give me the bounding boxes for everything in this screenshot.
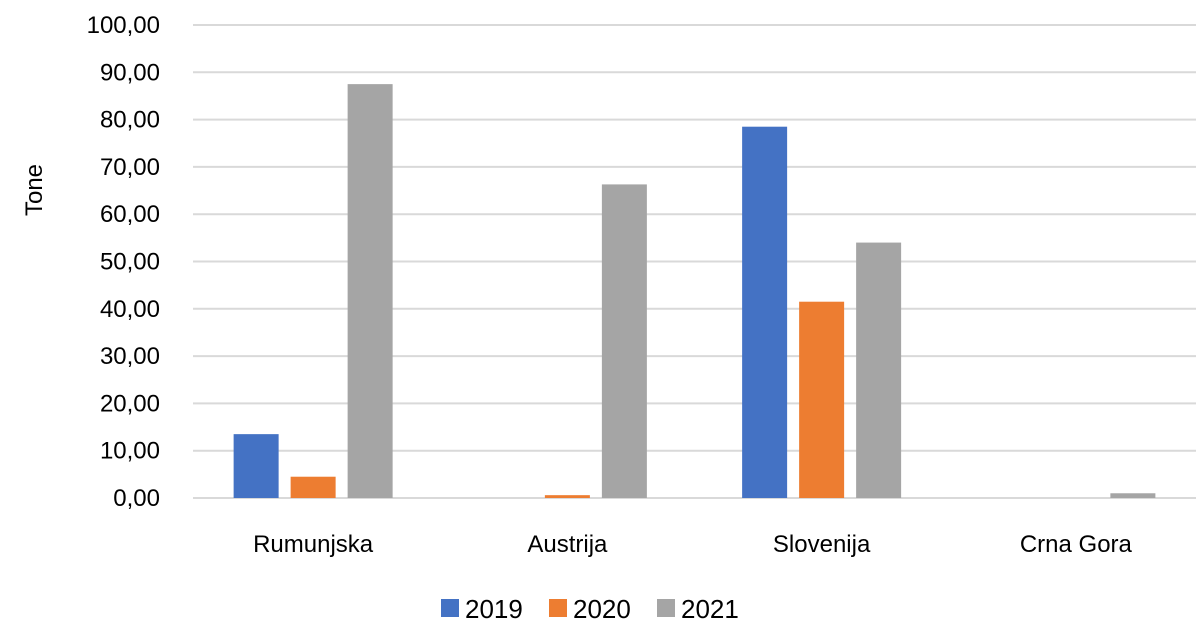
y-tick-label: 100,00 xyxy=(87,12,160,39)
y-tick-label: 10,00 xyxy=(100,438,160,465)
bar-2021-rumunjska xyxy=(347,84,393,498)
x-category-label: Slovenija xyxy=(773,531,871,558)
y-tick-label: 90,00 xyxy=(100,59,160,86)
x-category-label: Crna Gora xyxy=(1020,531,1133,558)
bar-2021-austrija xyxy=(601,184,647,498)
legend-label: 2021 xyxy=(681,594,739,622)
y-tick-label: 0,00 xyxy=(113,485,160,512)
legend-label: 2020 xyxy=(573,594,631,622)
bar-2019-rumunjska xyxy=(233,434,279,498)
bar-2019-slovenija xyxy=(742,126,788,498)
legend-swatch-2021 xyxy=(657,599,675,617)
y-tick-label: 20,00 xyxy=(100,390,160,417)
x-category-label: Austrija xyxy=(527,531,608,558)
y-axis-ticks: 0,00 10,00 20,00 30,00 40,00 50,00 60,00 70,00 8… xyxy=(87,12,160,512)
legend-label: 2019 xyxy=(465,594,523,622)
y-tick-label: 30,00 xyxy=(100,343,160,370)
bar-2020-austrija xyxy=(544,495,590,498)
bar-2020-slovenija xyxy=(799,301,845,498)
bar-2021-slovenija xyxy=(856,242,902,498)
y-tick-label: 70,00 xyxy=(100,154,160,181)
legend-swatch-2020 xyxy=(549,599,567,617)
y-tick-label: 80,00 xyxy=(100,107,160,134)
y-tick-label: 50,00 xyxy=(100,249,160,276)
x-category-label: Rumunjska xyxy=(253,531,374,558)
y-tick-label: 60,00 xyxy=(100,201,160,228)
x-axis-categories: Rumunjska Austrija Slovenija Crna Gora xyxy=(253,531,1132,558)
gridlines xyxy=(193,24,1196,499)
bar-2020-rumunjska xyxy=(290,476,336,498)
bars xyxy=(233,84,1156,498)
legend: 2019 2020 2021 xyxy=(441,594,739,624)
legend-swatch-2019 xyxy=(441,599,459,617)
y-tick-label: 40,00 xyxy=(100,296,160,323)
y-axis-title: Tone xyxy=(21,164,48,216)
bar-2021-crna-gora xyxy=(1110,493,1156,498)
